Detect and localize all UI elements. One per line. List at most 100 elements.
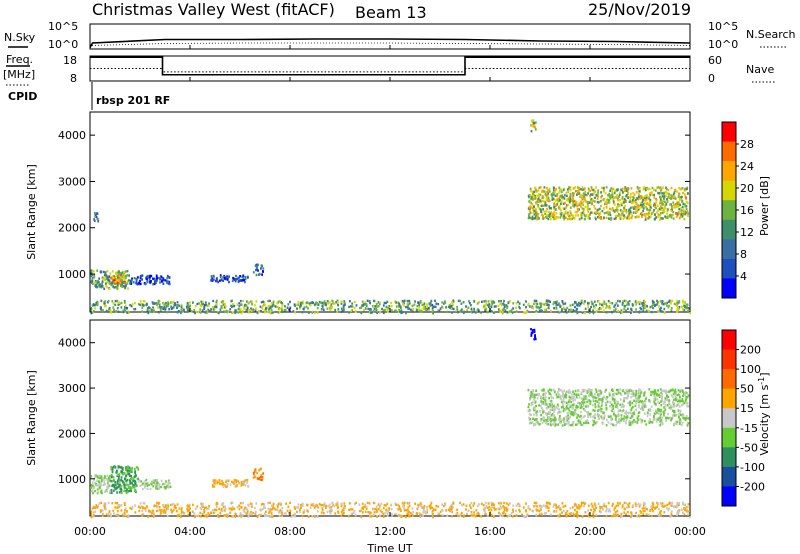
power-cell bbox=[348, 311, 350, 313]
velocity-cell bbox=[134, 511, 136, 513]
power-cell bbox=[639, 187, 641, 189]
power-cell bbox=[163, 302, 165, 304]
velocity-cell bbox=[97, 506, 99, 508]
velocity-cell bbox=[568, 422, 570, 424]
velocity-cell bbox=[557, 424, 559, 426]
power-cell bbox=[676, 205, 678, 207]
power-cell bbox=[132, 303, 134, 305]
power-cell bbox=[500, 303, 502, 305]
power-cell bbox=[567, 218, 569, 220]
velocity-cell bbox=[606, 424, 608, 426]
velocity-cell bbox=[498, 502, 500, 504]
power-cell bbox=[664, 201, 666, 203]
velocity-cell bbox=[104, 477, 106, 479]
velocity-cell bbox=[534, 394, 536, 396]
velocity-cell bbox=[635, 505, 637, 507]
velocity-cell bbox=[271, 512, 273, 514]
power-cell bbox=[323, 302, 325, 304]
power-cell bbox=[556, 307, 558, 309]
velocity-cell bbox=[663, 400, 665, 402]
velocity-cell bbox=[271, 505, 273, 507]
velocity-cell bbox=[214, 482, 216, 484]
velocity-cell bbox=[121, 504, 123, 506]
velocity-cell bbox=[650, 421, 652, 423]
freq-y-tick-top: 18 bbox=[63, 54, 77, 67]
velocity-cell bbox=[279, 511, 281, 513]
power-cell bbox=[621, 210, 623, 212]
power-cell bbox=[240, 309, 242, 311]
power-cell bbox=[626, 194, 628, 196]
power-cell bbox=[491, 310, 493, 312]
velocity-cell bbox=[534, 502, 536, 504]
power-cell bbox=[673, 217, 675, 219]
power-cell bbox=[316, 302, 318, 304]
velocity-cell bbox=[90, 513, 92, 515]
power-cell bbox=[672, 201, 674, 203]
velocity-cell bbox=[303, 511, 305, 513]
power-cell bbox=[606, 311, 608, 313]
velocity-cell bbox=[164, 512, 166, 514]
velocity-cell bbox=[432, 516, 434, 518]
power-cell bbox=[535, 128, 537, 130]
velocity-cell bbox=[589, 402, 591, 404]
velocity-cell bbox=[663, 413, 665, 415]
velocity-cell bbox=[167, 508, 169, 510]
velocity-cell bbox=[267, 502, 269, 504]
power-cell bbox=[565, 309, 567, 311]
velocity-cell bbox=[273, 503, 275, 505]
velocity-cell bbox=[159, 483, 161, 485]
velocity-cell bbox=[240, 512, 242, 514]
velocity-cell bbox=[624, 392, 626, 394]
velocity-cell bbox=[287, 510, 289, 512]
power-cell bbox=[397, 305, 399, 307]
power-cell bbox=[308, 312, 310, 314]
power-cell bbox=[549, 301, 551, 303]
power-cell bbox=[662, 186, 664, 188]
velocity-cell bbox=[351, 513, 353, 515]
power-cell bbox=[242, 275, 244, 277]
velocity-cell bbox=[635, 397, 637, 399]
velocity-cell bbox=[419, 513, 421, 515]
power-cell bbox=[388, 307, 390, 309]
power-cell bbox=[617, 188, 619, 190]
power-cell bbox=[523, 304, 525, 306]
velocity-cell bbox=[451, 508, 453, 510]
power-cell bbox=[128, 274, 130, 276]
power-cell bbox=[687, 310, 689, 312]
power-cell bbox=[197, 311, 199, 313]
velocity-cell bbox=[523, 506, 525, 508]
velocity-cell bbox=[379, 514, 381, 516]
velocity-cell bbox=[594, 403, 596, 405]
velocity-cell bbox=[367, 502, 369, 504]
power-cell bbox=[673, 193, 675, 195]
power-cell bbox=[471, 308, 473, 310]
velocity-cell bbox=[134, 480, 136, 482]
power-cell bbox=[416, 305, 418, 307]
velocity-cell bbox=[668, 399, 670, 401]
velocity-cell bbox=[519, 510, 521, 512]
noise-y-tick-bottom-right: 10^0 bbox=[708, 38, 738, 51]
velocity-cell bbox=[641, 419, 643, 421]
velocity-cell bbox=[121, 476, 123, 478]
velocity-cell bbox=[609, 405, 611, 407]
velocity-cell bbox=[681, 404, 683, 406]
velocity-cell bbox=[676, 514, 678, 516]
power-cell bbox=[614, 190, 616, 192]
power-cell bbox=[623, 214, 625, 216]
power-cell bbox=[546, 208, 548, 210]
power-cell bbox=[138, 282, 140, 284]
power-cell bbox=[484, 304, 486, 306]
power-cell bbox=[643, 203, 645, 205]
power-cell bbox=[638, 194, 640, 196]
velocity-cell bbox=[153, 505, 155, 507]
power-cell bbox=[684, 306, 686, 308]
power-cell bbox=[327, 300, 329, 302]
power-cell bbox=[665, 203, 667, 205]
power-cell bbox=[517, 301, 519, 303]
power-cell bbox=[359, 307, 361, 309]
velocity-cell bbox=[228, 480, 230, 482]
power-cell bbox=[660, 201, 662, 203]
power-cell bbox=[635, 216, 637, 218]
nave-y-tick-top: 60 bbox=[708, 54, 722, 67]
power-cell bbox=[208, 305, 210, 307]
